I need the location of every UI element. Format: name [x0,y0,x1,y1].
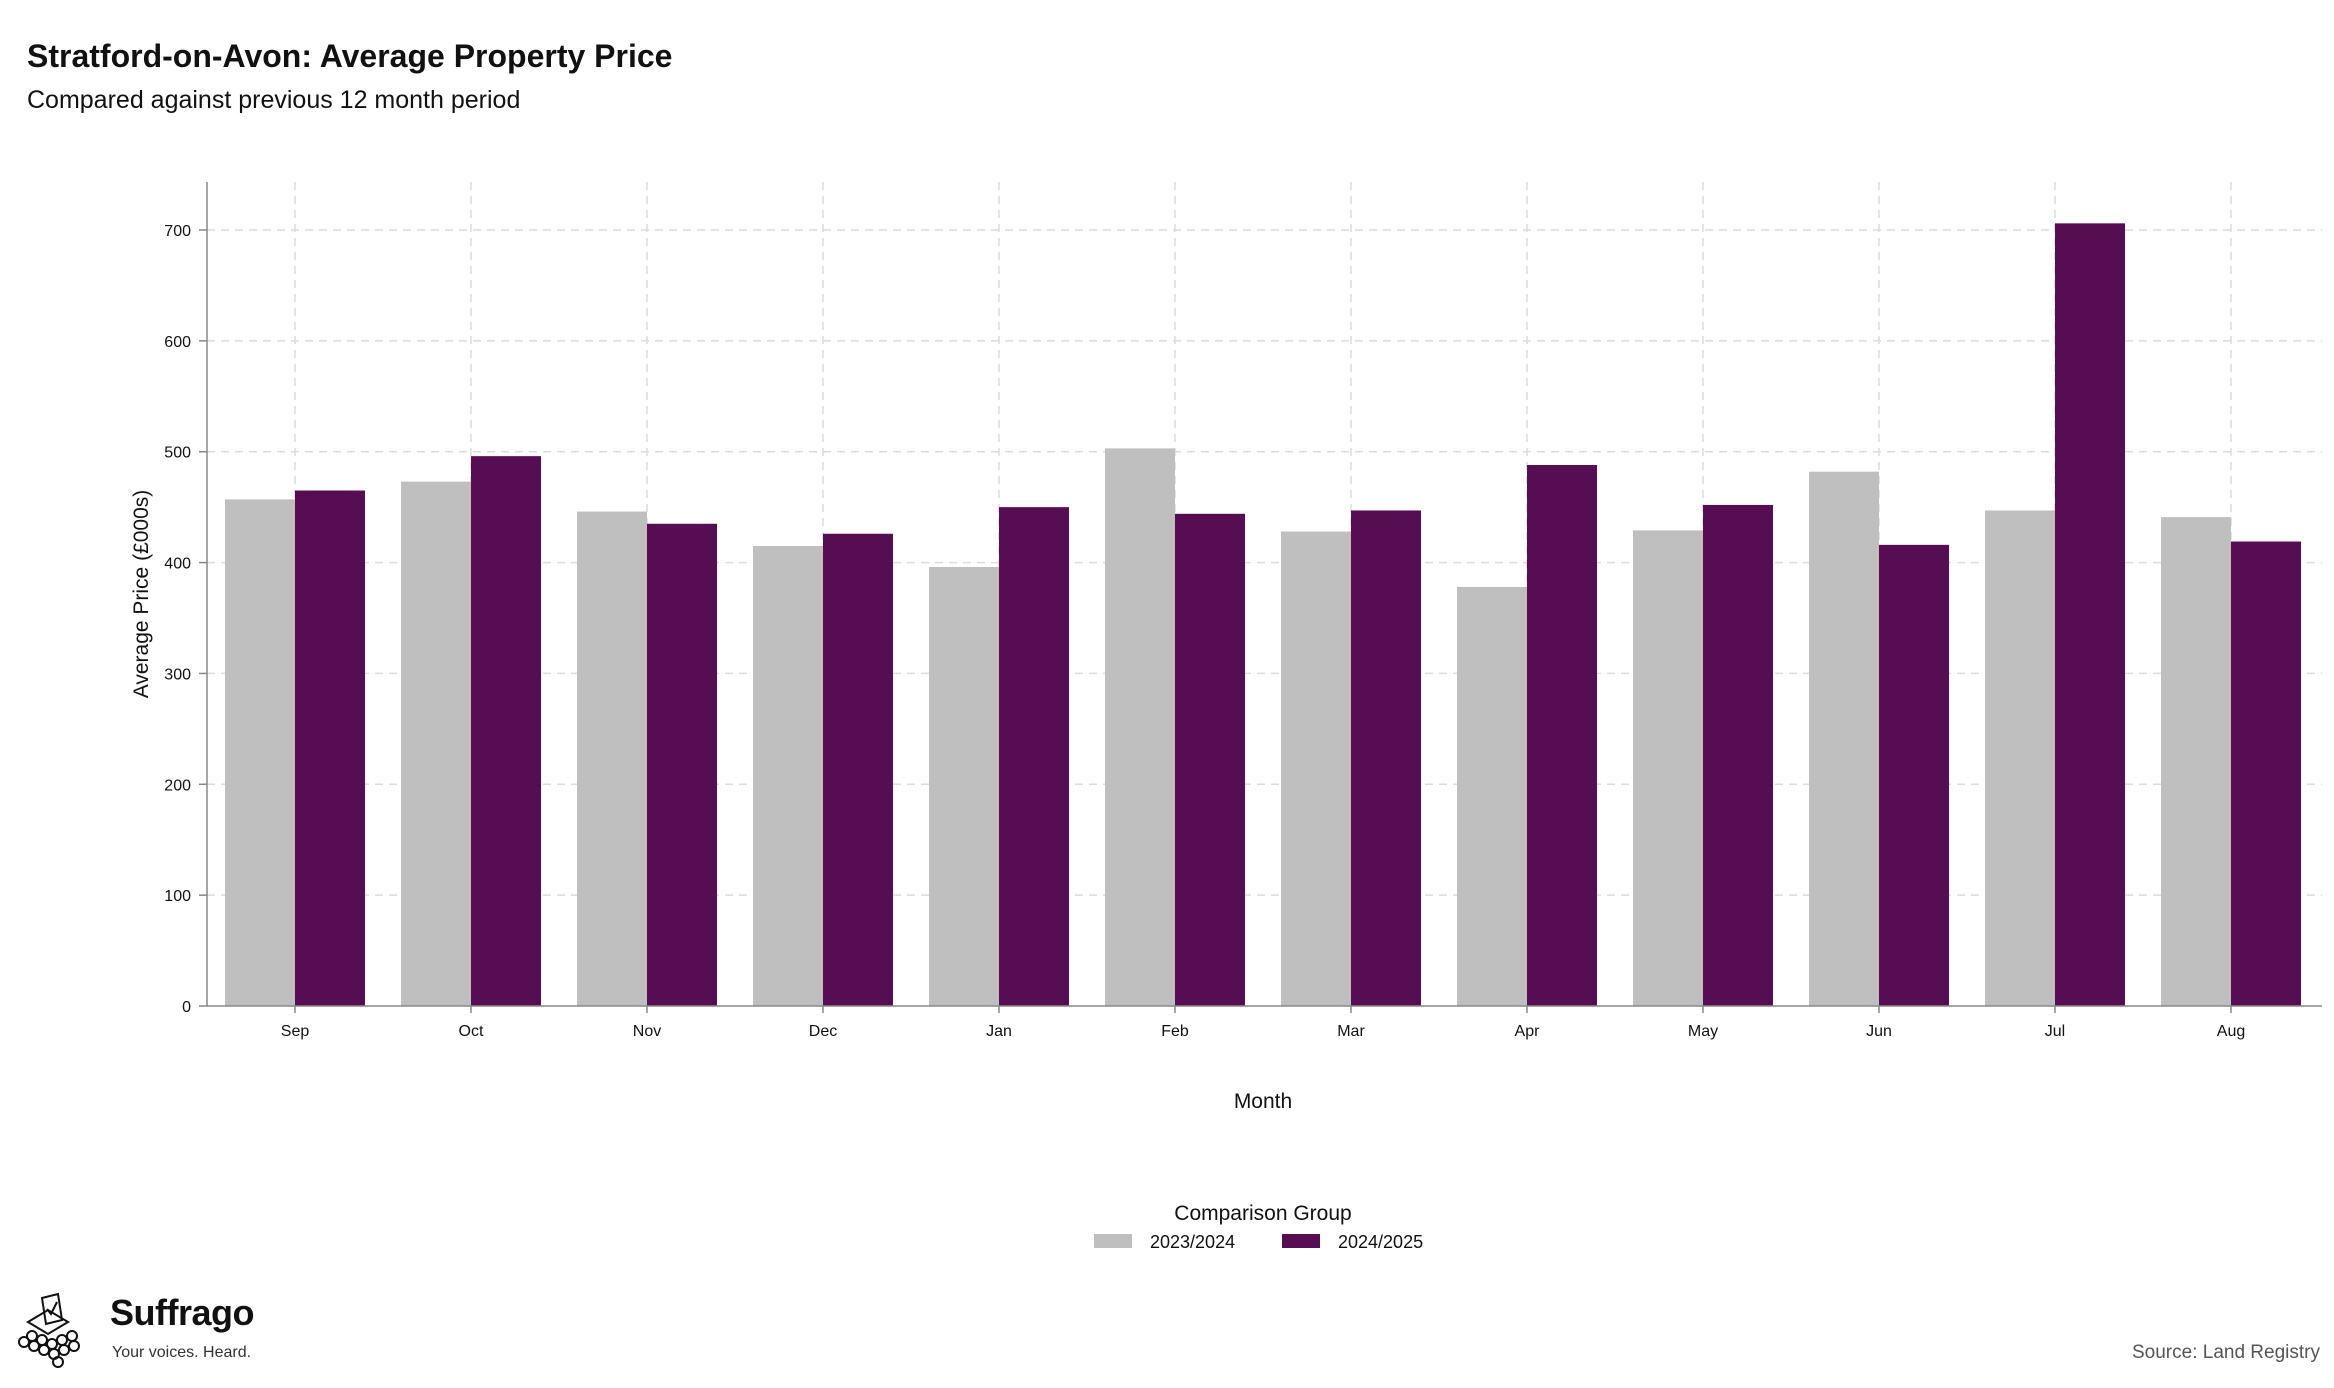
bar-2024-2025-oct [471,456,541,1006]
y-tick-label: 100 [164,888,191,905]
bar-2024-2025-dec [823,533,893,1006]
bar-2024-2025-jul [2055,223,2125,1006]
bar-2023-2024-sep [225,499,295,1006]
bar-2023-2024-jul [1985,510,2055,1006]
x-tick-label: Mar [1337,1023,1365,1040]
bar-2024-2025-sep [295,490,365,1006]
y-tick-label: 700 [164,223,191,240]
brand-name: Suffrago [110,1292,255,1333]
y-tick-labels: 0 100 200 300 400 500 600 700 [164,223,207,1016]
y-tick-label: 400 [164,556,191,573]
y-axis-title: Average Price (£000s) [130,490,153,699]
bar-2023-2024-may [1633,530,1703,1006]
brand-block: Suffrago Your voices. Heard. [14,1292,274,1372]
source-note: Source: Land Registry [2132,1342,2320,1363]
bar-2023-2024-dec [753,545,823,1006]
x-tick-label: Feb [1161,1023,1189,1040]
legend: Comparison Group 2023/2024 2024/2025 [1094,1202,1423,1252]
bar-2023-2024-aug [2161,517,2231,1006]
x-tick-label: Oct [459,1023,484,1040]
bar-2024-2025-jan [999,507,1069,1006]
x-tick-label: Aug [2217,1023,2245,1040]
y-tick-label: 300 [164,666,191,683]
chart-subtitle: Compared against previous 12 month perio… [27,86,521,114]
y-tick-label: 200 [164,777,191,794]
bar-2023-2024-oct [401,481,471,1006]
bar-2024-2025-feb [1175,513,1245,1006]
bar-2024-2025-aug [2231,541,2301,1006]
y-tick-label: 0 [182,999,191,1016]
bar-2024-2025-apr [1527,465,1597,1006]
x-tick-label: Jan [986,1023,1012,1040]
legend-title: Comparison Group [1174,1202,1351,1225]
x-tick-label: Dec [809,1023,837,1040]
y-tick-label: 600 [164,334,191,351]
legend-label-2023-2024: 2023/2024 [1150,1232,1235,1252]
axes [206,182,2322,1007]
brand-tagline: Your voices. Heard. [112,1344,252,1361]
x-tick-label: Apr [1515,1023,1541,1040]
bar-2024-2025-may [1703,504,1773,1006]
legend-swatch-2024-2025 [1282,1234,1320,1248]
x-axis-title: Month [1234,1090,1292,1113]
chart-title: Stratford-on-Avon: Average Property Pric… [27,38,673,74]
bar-2023-2024-apr [1457,586,1527,1006]
x-tick-label: Jul [2045,1023,2065,1040]
y-tick-label: 500 [164,445,191,462]
x-tick-labels: Sep Oct Nov Dec Jan Feb Mar Apr May Jun Jul Aug [281,1006,2245,1040]
bar-2024-2025-jun [1879,544,1949,1006]
bar-2023-2024-feb [1105,448,1175,1007]
x-tick-label: Nov [633,1023,661,1040]
bar-2023-2024-jun [1809,471,1879,1006]
bar-2023-2024-nov [577,511,647,1006]
bar-2024-2025-nov [647,523,717,1006]
bar-chart: 0 100 200 300 400 500 600 700 Sep Oct Nov Dec Jan Fe… [130,182,2322,1252]
x-tick-label: Sep [281,1023,310,1040]
bar-2023-2024-jan [929,567,999,1006]
bars [225,223,2301,1007]
ballot-box-logo-icon [18,1292,80,1368]
x-tick-label: Jun [1866,1023,1892,1040]
x-tick-label: May [1688,1023,1718,1040]
bar-2023-2024-mar [1281,531,1351,1006]
bar-2024-2025-mar [1351,510,1421,1006]
legend-label-2024-2025: 2024/2025 [1338,1232,1423,1252]
legend-swatch-2023-2024 [1094,1234,1132,1248]
